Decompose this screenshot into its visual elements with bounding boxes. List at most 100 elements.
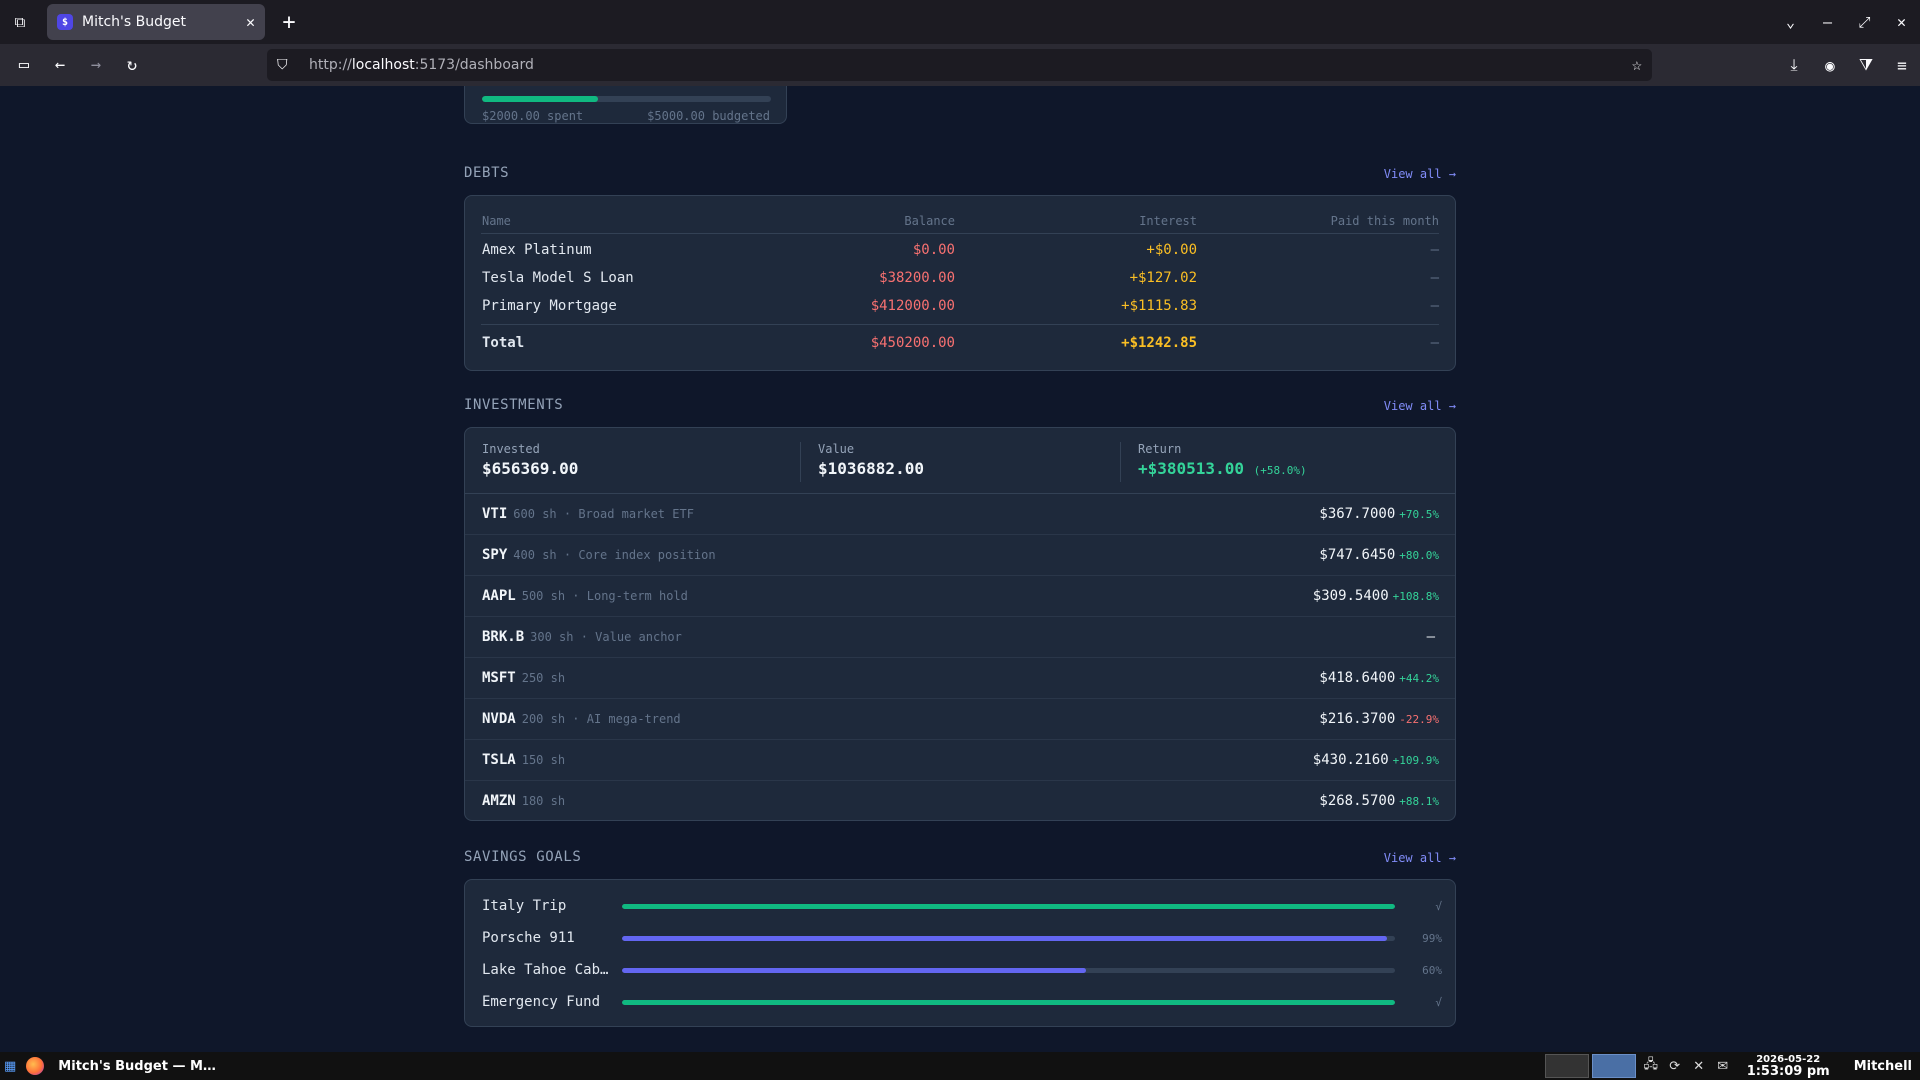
back-icon[interactable]: ← bbox=[54, 55, 66, 75]
taskbar-window-title[interactable]: Mitch's Budget — M… bbox=[58, 1058, 216, 1074]
col-interest: Interest bbox=[1139, 214, 1197, 228]
goal-name: Lake Tahoe Cab… bbox=[482, 962, 609, 978]
investments-card: Invested $656369.00 Value $1036882.00 Re… bbox=[464, 427, 1456, 821]
holding-ticker: TSLA 150 sh bbox=[482, 752, 566, 768]
favicon-icon: $ bbox=[57, 14, 73, 30]
holding-row[interactable]: BRK.B 300 sh · Value anchor — bbox=[465, 617, 1455, 658]
forward-icon[interactable]: → bbox=[90, 55, 102, 75]
debts-view-all-link[interactable]: View all → bbox=[1383, 167, 1456, 181]
clock[interactable]: 2026-05-22 1:53:09 pm bbox=[1746, 1054, 1830, 1079]
holding-change: +44.2% bbox=[1399, 672, 1439, 685]
savings-goal[interactable]: Italy Trip √ bbox=[482, 898, 1442, 918]
close-tab-icon[interactable]: ✕ bbox=[245, 13, 255, 31]
holding-meta: 180 sh bbox=[521, 794, 566, 808]
holding-price: $216.3700 -22.9% bbox=[1319, 711, 1439, 727]
holding-price: $747.6450 +80.0% bbox=[1319, 547, 1439, 563]
network-icon[interactable]: 🖧 bbox=[1643, 1057, 1658, 1072]
holding-change: +80.0% bbox=[1399, 549, 1439, 562]
sync-icon[interactable]: ⟳ bbox=[1669, 1058, 1681, 1074]
maximize-icon[interactable]: ⤢ bbox=[1858, 13, 1871, 31]
savings-goal[interactable]: Emergency Fund √ bbox=[482, 994, 1442, 1014]
budget-progress-fill bbox=[482, 96, 598, 102]
chat-icon[interactable]: ✉ bbox=[1717, 1058, 1729, 1074]
savings-goal[interactable]: Porsche 911 99% bbox=[482, 930, 1442, 950]
browser-nav-bar: ▭ ← → ↻ ⛉ http://localhost:5173/dashboar… bbox=[0, 44, 1920, 86]
extensions-icon[interactable]: ⧩ bbox=[1858, 55, 1874, 74]
menu-icon[interactable]: ≡ bbox=[1897, 55, 1907, 75]
browser-tab-bar: ⧉ $ Mitch's Budget ✕ + ⌄ – ⤢ ✕ bbox=[0, 0, 1920, 44]
holding-meta: 500 sh · Long-term hold bbox=[521, 589, 688, 603]
firefox-icon[interactable] bbox=[26, 1057, 45, 1075]
holding-meta: 200 sh · AI mega-trend bbox=[521, 712, 681, 726]
goal-progress-bar bbox=[622, 936, 1395, 941]
holding-ticker: AAPL 500 sh · Long-term hold bbox=[482, 588, 688, 604]
account-icon[interactable]: ◉ bbox=[1825, 55, 1835, 75]
holding-ticker: AMZN 180 sh bbox=[482, 793, 566, 809]
holding-price: — bbox=[1426, 629, 1435, 645]
tab-overflow-chevron-icon[interactable]: ⌄ bbox=[1785, 13, 1796, 31]
goal-progress-fill bbox=[622, 904, 1395, 909]
holding-ticker: BRK.B 300 sh · Value anchor bbox=[482, 629, 682, 645]
holding-ticker: MSFT 250 sh bbox=[482, 670, 566, 686]
close-window-icon[interactable]: ✕ bbox=[1896, 13, 1907, 31]
budget-progress-bar bbox=[482, 96, 771, 102]
holding-row[interactable]: TSLA 150 sh $430.2160 +109.9% bbox=[465, 740, 1455, 781]
savings-view-all-link[interactable]: View all → bbox=[1383, 851, 1456, 865]
tab-list-icon[interactable]: ⧉ bbox=[14, 13, 26, 31]
holding-ticker: VTI 600 sh · Broad market ETF bbox=[482, 506, 694, 522]
holding-ticker: SPY 400 sh · Core index position bbox=[482, 547, 716, 563]
savings-goal[interactable]: Lake Tahoe Cab… 60% bbox=[482, 962, 1442, 982]
holding-ticker: NVDA 200 sh · AI mega-trend bbox=[482, 711, 681, 727]
holding-change: +70.5% bbox=[1399, 508, 1439, 521]
goal-progress-bar bbox=[622, 968, 1395, 973]
goal-progress-fill bbox=[622, 1000, 1395, 1005]
holding-change: +88.1% bbox=[1399, 795, 1439, 808]
goal-percent: 99% bbox=[1422, 932, 1442, 945]
holding-price: $367.7000 +70.5% bbox=[1319, 506, 1439, 522]
holding-meta: 300 sh · Value anchor bbox=[530, 630, 682, 644]
holding-row[interactable]: AAPL 500 sh · Long-term hold $309.5400 +108… bbox=[465, 576, 1455, 617]
url-bar[interactable]: ⛉ http://localhost:5173/dashboard ☆ bbox=[267, 49, 1652, 81]
holding-row[interactable]: SPY 400 sh · Core index position $747.6450… bbox=[465, 535, 1455, 576]
holding-meta: 400 sh · Core index position bbox=[513, 548, 716, 562]
url-text[interactable]: http://localhost:5173/dashboard bbox=[309, 57, 534, 73]
holding-row[interactable]: AMZN 180 sh $268.5700 +88.1% bbox=[465, 781, 1455, 822]
holding-change: +108.8% bbox=[1392, 590, 1439, 603]
goal-name: Emergency Fund bbox=[482, 994, 601, 1010]
goal-name: Italy Trip bbox=[482, 898, 567, 914]
holding-meta: 600 sh · Broad market ETF bbox=[513, 507, 694, 521]
holding-row[interactable]: MSFT 250 sh $418.6400 +44.2% bbox=[465, 658, 1455, 699]
holding-change: +109.9% bbox=[1392, 754, 1439, 767]
holding-meta: 150 sh bbox=[521, 753, 566, 767]
holding-row[interactable]: VTI 600 sh · Broad market ETF $367.7000 +70… bbox=[465, 494, 1455, 535]
workspace-thumb-2[interactable] bbox=[1591, 1054, 1636, 1078]
app-grid-icon[interactable]: ▦ bbox=[4, 1058, 17, 1074]
budget-budgeted: $5000.00 budgeted bbox=[647, 109, 770, 123]
sidebar-toggle-icon[interactable]: ▭ bbox=[18, 55, 30, 75]
return-stat: Return +$380513.00 (+58.0%) bbox=[1138, 442, 1307, 478]
savings-card: Italy Trip √ Porsche 911 99% Lake Tahoe Cab…… bbox=[464, 879, 1456, 1027]
debts-title: DEBTS bbox=[464, 165, 510, 181]
goal-progress-bar bbox=[622, 1000, 1395, 1005]
shield-icon[interactable]: ⛉ bbox=[277, 57, 288, 73]
holding-price: $430.2160 +109.9% bbox=[1312, 752, 1439, 768]
investments-view-all-link[interactable]: View all → bbox=[1383, 399, 1456, 413]
reload-icon[interactable]: ↻ bbox=[126, 55, 138, 75]
holding-price: $268.5700 +88.1% bbox=[1319, 793, 1439, 809]
holding-row[interactable]: NVDA 200 sh · AI mega-trend $216.3700 -22.9… bbox=[465, 699, 1455, 740]
muted-volume-icon[interactable]: ✕ bbox=[1693, 1058, 1705, 1074]
new-tab-icon[interactable]: + bbox=[282, 9, 296, 35]
workspace-thumb-1[interactable] bbox=[1544, 1054, 1589, 1078]
minimize-icon[interactable]: – bbox=[1822, 13, 1833, 31]
user-name[interactable]: Mitchell bbox=[1853, 1058, 1912, 1074]
total-divider bbox=[481, 324, 1439, 325]
holding-meta: 250 sh bbox=[521, 671, 566, 685]
bookmark-star-icon[interactable]: ☆ bbox=[1631, 55, 1642, 75]
budget-card: $2000.00 spent $5000.00 budgeted bbox=[464, 86, 787, 124]
holding-price: $309.5400 +108.8% bbox=[1312, 588, 1439, 604]
value-stat: Value $1036882.00 bbox=[818, 442, 924, 478]
goal-progress-fill bbox=[622, 936, 1388, 941]
browser-tab[interactable]: $ Mitch's Budget ✕ bbox=[47, 4, 265, 40]
downloads-icon[interactable]: ⤓ bbox=[1790, 55, 1798, 74]
os-taskbar: ▦ Mitch's Budget — M… 🖧 ⟳ ✕ ✉ 2026-05-22… bbox=[0, 1052, 1920, 1080]
